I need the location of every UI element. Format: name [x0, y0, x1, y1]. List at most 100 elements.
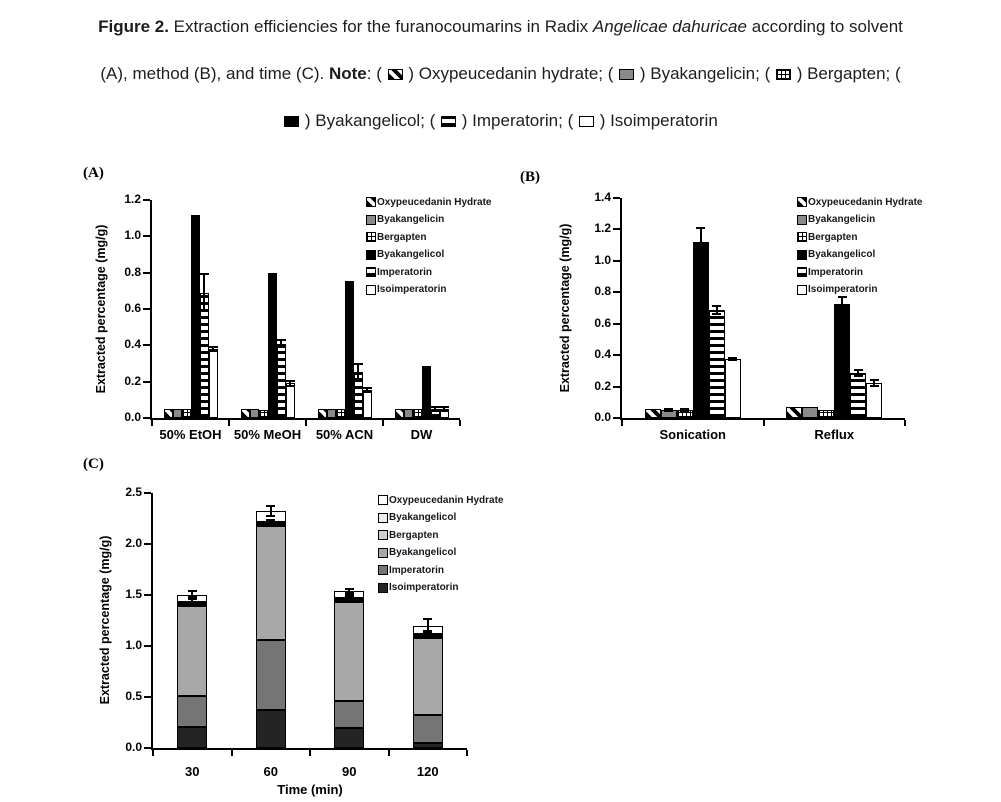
panel-a-label: (A) — [83, 165, 104, 181]
caption-text: ) Bergapten; ( — [791, 64, 901, 83]
stack-segment-isoimperatorin-90 — [334, 727, 365, 748]
bar-oxypeucedanin-hydrate-sonication — [644, 409, 661, 418]
legend-label-oxypeucedanin-hydrate: Oxypeucedanin Hydrate — [808, 196, 923, 208]
caption-line-1: Figure 2. Extraction efficiencies for th… — [0, 16, 1001, 38]
y-tick — [143, 235, 150, 238]
y-tick — [613, 259, 620, 262]
error-bar-imperatorin — [357, 364, 359, 379]
legend-item-isoimperatorin: Isoimperatorin — [378, 580, 458, 596]
x-tick — [151, 420, 153, 426]
error-bar-imperatorin — [715, 306, 718, 315]
y-tick-label: 0.2 — [594, 378, 611, 393]
x-category-label-dw: DW — [410, 427, 433, 442]
legend-swatch-oxypeucedanin-hydrate-icon — [378, 495, 388, 505]
bar-oxypeucedanin-hydrate-reflux — [786, 407, 803, 418]
error-bar-isoimperatorin — [873, 379, 876, 386]
error-bar-cap-imperatorin — [712, 313, 722, 316]
error-bar-cap-imperatorin — [199, 273, 209, 276]
stack-segment-byakangelicol-90 — [334, 602, 365, 702]
error-bar-cap-imperatorin — [353, 363, 363, 366]
x-category-label-30: 30 — [185, 764, 200, 779]
x-tick — [228, 420, 230, 426]
x-category-label-50-meoh: 50% MeOH — [233, 427, 302, 442]
stack-segment-imperatorin-120 — [412, 715, 443, 743]
y-tick — [144, 492, 151, 494]
x-tick — [459, 420, 461, 426]
error-bar-cap-total-60 — [266, 505, 276, 508]
bar-isoimperatorin-50-meoh — [285, 383, 295, 418]
error-bar-byakangelicin — [667, 408, 670, 412]
error-bar-isoimperatorin — [731, 357, 734, 361]
bar-bergapten-reflux — [818, 410, 835, 418]
caption-text: : ( — [366, 64, 387, 83]
error-bar-cap-isoimperatorin — [362, 391, 372, 394]
caption-text: ) Isoimperatorin — [594, 111, 718, 130]
legend-item-bergapten: Bergapten — [366, 229, 426, 245]
error-bar-cap-isoimperatorin — [869, 384, 879, 387]
legend-swatch-byakangelicol-icon — [366, 249, 376, 260]
y-tick-label: 1.0 — [594, 252, 611, 267]
y-tick-label: 1.0 — [125, 638, 142, 652]
error-bar-cap-byakangelicin — [664, 407, 674, 410]
legend-item-byakangelicol: Byakangelicol — [366, 247, 444, 263]
bar-imperatorin-50-meoh — [276, 343, 286, 418]
legend-item-oxypeucedanin-hydrate: Oxypeucedanin Hydrate — [366, 194, 491, 210]
legend-item-byakangelicol: Byakangelicol — [378, 545, 456, 561]
legend-label-isoimperatorin: Isoimperatorin — [377, 284, 447, 295]
x-tick — [466, 750, 468, 756]
legend-swatch-bergapten-icon — [797, 232, 807, 242]
error-bar-cap-isoimperatorin — [208, 346, 218, 349]
y-tick — [613, 417, 620, 419]
panel-b-label: (B) — [520, 169, 540, 185]
legend-label-oxypeucedanin-hydrate: Oxypeucedanin Hydrate — [389, 494, 504, 506]
caption-text: ) Byakangelicol; ( — [300, 111, 441, 130]
error-bar-isoimperatorin — [366, 387, 368, 393]
y-tick-label: 0.8 — [594, 284, 611, 299]
error-bar-total-30 — [191, 590, 194, 600]
legend-swatch-isoimperatorin-icon — [366, 284, 376, 295]
bar-oxypeucedanin-hydrate-dw — [394, 408, 404, 418]
error-bar-imperatorin — [857, 370, 860, 377]
caption-swatch-isoimperatorin-icon — [578, 116, 594, 127]
error-bar-cap-imperatorin — [712, 305, 722, 308]
bar-byakangelicin-50-etoh — [172, 408, 182, 418]
y-tick-label: 1.0 — [124, 228, 141, 243]
legend-item-byakangelicin: Byakangelicin — [797, 212, 875, 228]
error-bar-cap-inner-60 — [266, 518, 276, 521]
legend-label-byakangelicol: Byakangelicol — [389, 547, 457, 558]
bar-oxypeucedanin-hydrate-50-meoh — [240, 408, 250, 418]
error-bar-cap-imperatorin — [853, 375, 863, 378]
error-bar-cap-isoimperatorin — [439, 406, 449, 409]
error-bar-inner-60 — [269, 519, 272, 524]
caption-swatch-bergapten-icon — [775, 69, 791, 80]
bar-byakangelicin-dw — [403, 408, 413, 418]
legend-label-byakangelicol: Byakangelicol — [808, 249, 876, 260]
legend-swatch-byakangelicin-icon — [366, 214, 376, 225]
legend-swatch-bergapten-icon — [366, 232, 376, 242]
stack-segment-isoimperatorin-120 — [412, 742, 443, 748]
bar-oxypeucedanin-hydrate-50-acn — [317, 408, 327, 418]
bar-isoimperatorin-sonication — [724, 359, 741, 418]
caption-line-3: ) Byakangelicol; ( ) Imperatorin; ( ) Is… — [0, 110, 1001, 132]
error-bar-byakangelicol — [699, 227, 702, 257]
legend-label-byakangelicin: Byakangelicin — [377, 214, 445, 225]
error-bar-total-60 — [269, 506, 272, 517]
legend-swatch-byakangelicol-icon — [378, 512, 388, 523]
plot-area-B — [620, 198, 905, 420]
bar-imperatorin-sonication — [708, 310, 725, 418]
x-category-label-50-acn: 50% ACN — [315, 427, 374, 442]
error-bar-cap-inner-30 — [187, 600, 197, 603]
legend-label-byakangelicol: Byakangelicol — [389, 512, 457, 523]
stack-segment-bergapten-30 — [177, 604, 208, 607]
legend-label-imperatorin: Imperatorin — [808, 266, 864, 278]
legend-item-imperatorin: Imperatorin — [378, 562, 444, 578]
legend-label-bergapten: Bergapten — [808, 231, 858, 243]
bar-byakangelicin-50-meoh — [249, 408, 259, 418]
bar-imperatorin-reflux — [850, 373, 867, 418]
legend-label-oxypeucedanin-hydrate: Oxypeucedanin Hydrate — [377, 196, 492, 208]
y-tick-label: 2.0 — [125, 536, 142, 550]
y-tick — [613, 197, 620, 199]
legend-item-oxypeucedanin-hydrate: Oxypeucedanin Hydrate — [797, 194, 922, 210]
caption-text: ) Imperatorin; ( — [457, 111, 578, 130]
y-axis-title: Extracted percentage (mg/g) — [98, 535, 112, 705]
